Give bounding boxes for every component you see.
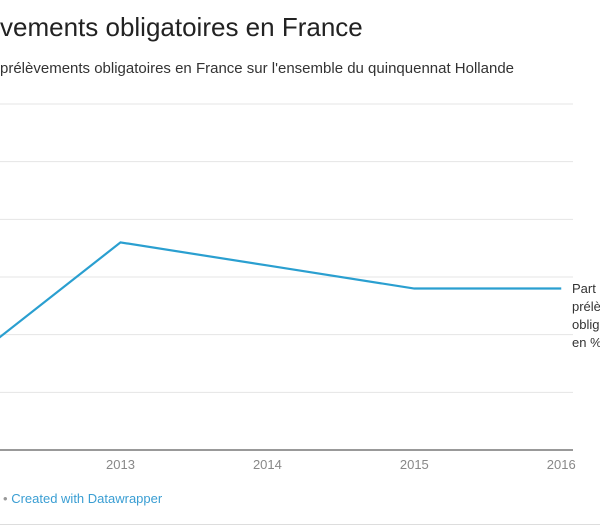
footer: • Created with Datawrapper [3, 491, 162, 506]
bottom-rule [0, 524, 600, 525]
series [0, 241, 562, 339]
footer-separator: • [3, 491, 8, 506]
chart-subtitle: prélèvements obligatoires en France sur … [0, 60, 515, 77]
x-tick-label: 2015 [400, 457, 429, 472]
x-tick-label: 2014 [253, 457, 282, 472]
series-label: Part prélè oblig en % [572, 281, 600, 350]
credit-link[interactable]: Created with Datawrapper [11, 491, 163, 506]
x-tick-label: 2016 [547, 457, 576, 472]
line [0, 241, 562, 339]
chart-title: vements obligatoires en France [0, 12, 363, 42]
x-tick-label: 2013 [106, 457, 135, 472]
